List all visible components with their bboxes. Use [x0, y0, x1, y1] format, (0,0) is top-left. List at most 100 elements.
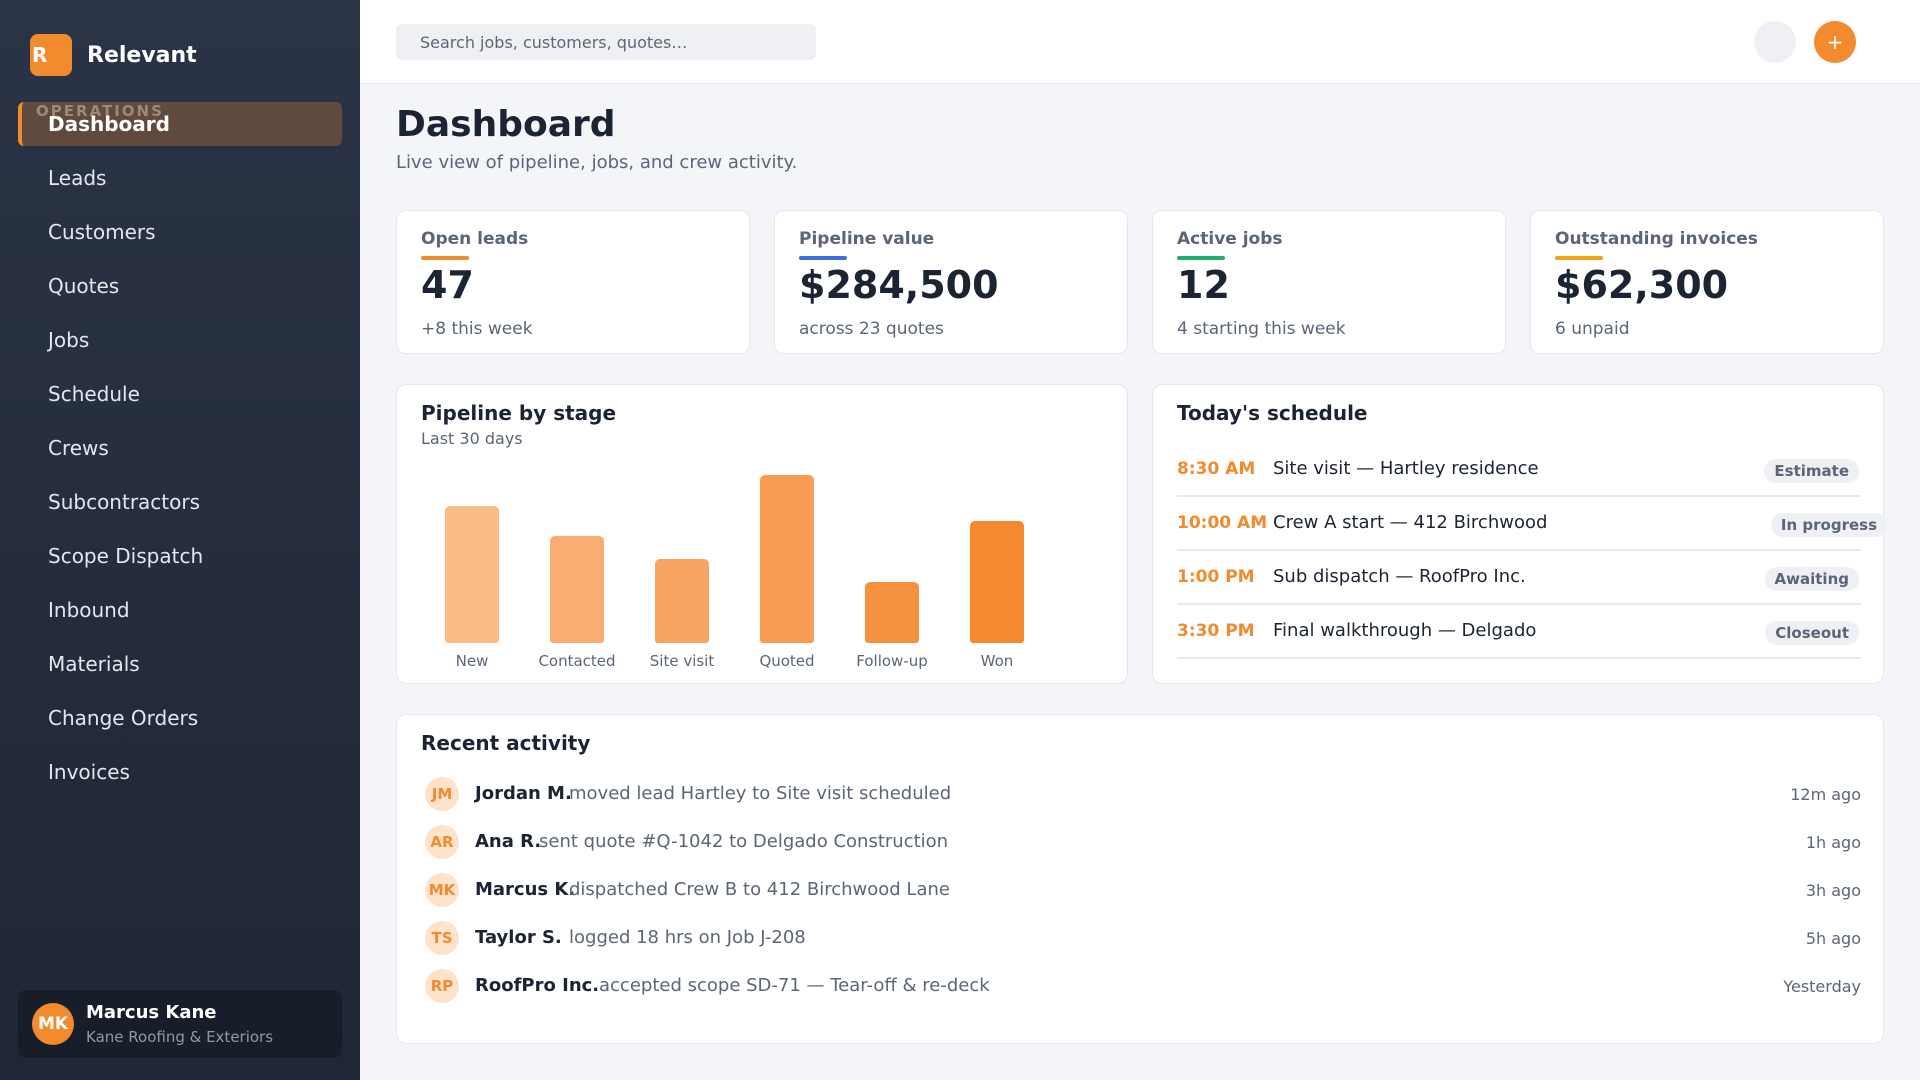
activity-item[interactable]: RP RoofPro Inc. accepted scope SD-71 — T…: [421, 967, 1861, 1005]
brand[interactable]: R Relevant: [30, 34, 197, 76]
stat-label: Outstanding invoices: [1555, 229, 1758, 249]
schedule-time: 3:30 PM: [1177, 621, 1255, 641]
stat-accent-bar: [799, 256, 847, 260]
schedule-panel: Today's schedule 8:30 AM Site visit — Ha…: [1152, 384, 1887, 684]
panel-subtitle: Last 30 days: [421, 429, 523, 448]
schedule-time: 1:00 PM: [1177, 567, 1255, 587]
pipeline-panel: Pipeline by stage Last 30 days New Contac…: [396, 384, 1128, 684]
sidebar-item-crews[interactable]: Crews: [48, 436, 109, 460]
user-name: Marcus Kane: [86, 1002, 217, 1023]
schedule-item[interactable]: 10:00 AM Crew A start — 412 Birchwood In…: [1177, 497, 1887, 551]
chart-bar[interactable]: [970, 521, 1024, 643]
sidebar-item-customers[interactable]: Customers: [48, 220, 156, 244]
avatar: JM: [425, 777, 459, 811]
user-card[interactable]: MK Marcus Kane Kane Roofing & Exteriors: [18, 990, 342, 1058]
stat-note: 4 starting this week: [1177, 319, 1346, 339]
chart-category-label: Quoted: [759, 652, 815, 670]
stat-accent-bar: [1177, 256, 1225, 260]
schedule-title: Final walkthrough — Delgado: [1273, 620, 1537, 641]
avatar: TS: [425, 921, 459, 955]
activity-actor: Ana R.: [475, 831, 542, 852]
stat-card-active-jobs[interactable]: Active jobs 12 4 starting this week: [1152, 210, 1506, 354]
chart-category-label: New: [455, 652, 489, 670]
chart-bar[interactable]: [445, 506, 499, 643]
chart-category-label: Won: [980, 652, 1014, 670]
activity-time: 3h ago: [1805, 881, 1861, 900]
stat-value: 12: [1177, 263, 1230, 307]
stat-accent-bar: [1555, 256, 1603, 260]
activity-item[interactable]: MK Marcus K. dispatched Crew B to 412 Bi…: [421, 871, 1861, 909]
chart-category-label: Follow-up: [856, 652, 928, 670]
avatar: MK: [425, 873, 459, 907]
panel-title: Recent activity: [421, 731, 591, 755]
schedule-title: Crew A start — 412 Birchwood: [1273, 512, 1548, 533]
status-badge: In progress: [1770, 513, 1887, 537]
activity-text: logged 18 hrs on Job J-208: [569, 927, 806, 948]
sidebar-item-change-orders[interactable]: Change Orders: [48, 706, 199, 730]
schedule-item[interactable]: 1:00 PM Sub dispatch — RoofPro Inc. Awai…: [1177, 551, 1861, 605]
stat-card-outstanding-invoices[interactable]: Outstanding invoices $62,300 6 unpaid: [1530, 210, 1884, 354]
schedule-item[interactable]: 3:30 PM Final walkthrough — Delgado Clos…: [1177, 605, 1861, 659]
sidebar-item-dashboard[interactable]: Dashboard: [18, 102, 342, 146]
chart-bar[interactable]: [760, 475, 814, 643]
brand-logo: R: [30, 34, 72, 76]
pipeline-chart: New Contacted Site visit Quoted Follow-up Won: [421, 475, 1061, 670]
stat-value: $62,300: [1555, 263, 1729, 307]
chart-category-label: Contacted: [538, 652, 616, 670]
stat-note: 6 unpaid: [1555, 319, 1630, 339]
activity-time: 1h ago: [1805, 833, 1861, 852]
sidebar-nav: Dashboard Leads Customers Quotes Jobs Sc…: [18, 102, 342, 804]
nav-section-label: OPERATIONS: [36, 102, 164, 120]
chart-bar[interactable]: [865, 582, 919, 643]
user-info: Marcus Kane Kane Roofing & Exteriors: [86, 1002, 273, 1046]
sidebar-item-scope-dispatch[interactable]: Scope Dispatch: [48, 544, 204, 568]
activity-time: 12m ago: [1790, 785, 1861, 804]
stat-label: Pipeline value: [799, 229, 935, 249]
avatar: RP: [425, 969, 459, 1003]
sidebar-item-leads[interactable]: Leads: [48, 166, 107, 190]
stat-card-open-leads[interactable]: Open leads 47 +8 this week: [396, 210, 750, 354]
stat-value: 47: [421, 263, 474, 307]
schedule-title: Sub dispatch — RoofPro Inc.: [1273, 566, 1526, 587]
schedule-time: 10:00 AM: [1177, 513, 1268, 533]
status-badge: Awaiting: [1764, 567, 1859, 591]
chart-bar[interactable]: [655, 559, 709, 643]
activity-actor: RoofPro Inc.: [475, 975, 600, 996]
stat-card-pipeline-value[interactable]: Pipeline value $284,500 across 23 quotes: [774, 210, 1128, 354]
sidebar-item-jobs[interactable]: Jobs: [48, 328, 90, 352]
add-button[interactable]: +: [1814, 21, 1856, 63]
avatar: AR: [425, 825, 459, 859]
activity-panel: Recent activity JM Jordan M. moved lead …: [396, 714, 1884, 1044]
activity-item[interactable]: JM Jordan M. moved lead Hartley to Site …: [421, 775, 1861, 813]
chart-category-label: Site visit: [649, 652, 715, 670]
notifications-icon[interactable]: [1754, 21, 1796, 63]
status-badge: Closeout: [1765, 621, 1859, 645]
activity-text: sent quote #Q-1042 to Delgado Constructi…: [539, 831, 949, 852]
brand-name: Relevant: [87, 42, 197, 68]
activity-time: 5h ago: [1805, 929, 1861, 948]
search-input[interactable]: [396, 24, 816, 60]
schedule-item[interactable]: 8:30 AM Site visit — Hartley residence E…: [1177, 443, 1861, 497]
sidebar: R Relevant OPERATIONS Dashboard Leads Cu…: [0, 0, 360, 1080]
sidebar-item-quotes[interactable]: Quotes: [48, 274, 120, 298]
stat-note: across 23 quotes: [799, 319, 944, 339]
avatar: MK: [32, 1003, 74, 1045]
chart-bar[interactable]: [550, 536, 604, 643]
activity-text: accepted scope SD-71 — Tear-off & re-dec…: [599, 975, 990, 996]
activity-item[interactable]: AR Ana R. sent quote #Q-1042 to Delgado …: [421, 823, 1861, 861]
status-badge: Estimate: [1764, 459, 1859, 483]
sidebar-item-inbound[interactable]: Inbound: [48, 598, 130, 622]
page-subtitle: Live view of pipeline, jobs, and crew ac…: [396, 152, 798, 173]
stat-value: $284,500: [799, 263, 999, 307]
activity-actor: Jordan M.: [475, 783, 572, 804]
sidebar-item-schedule[interactable]: Schedule: [48, 382, 140, 406]
page-title: Dashboard: [396, 104, 616, 145]
sidebar-item-materials[interactable]: Materials: [48, 652, 140, 676]
activity-actor: Taylor S.: [475, 927, 562, 948]
sidebar-item-subcontractors[interactable]: Subcontractors: [48, 490, 201, 514]
activity-actor: Marcus K.: [475, 879, 576, 900]
panel-title: Today's schedule: [1177, 401, 1368, 425]
sidebar-item-invoices[interactable]: Invoices: [48, 760, 130, 784]
activity-item[interactable]: TS Taylor S. logged 18 hrs on Job J-208 …: [421, 919, 1861, 957]
activity-text: dispatched Crew B to 412 Birchwood Lane: [569, 879, 950, 900]
